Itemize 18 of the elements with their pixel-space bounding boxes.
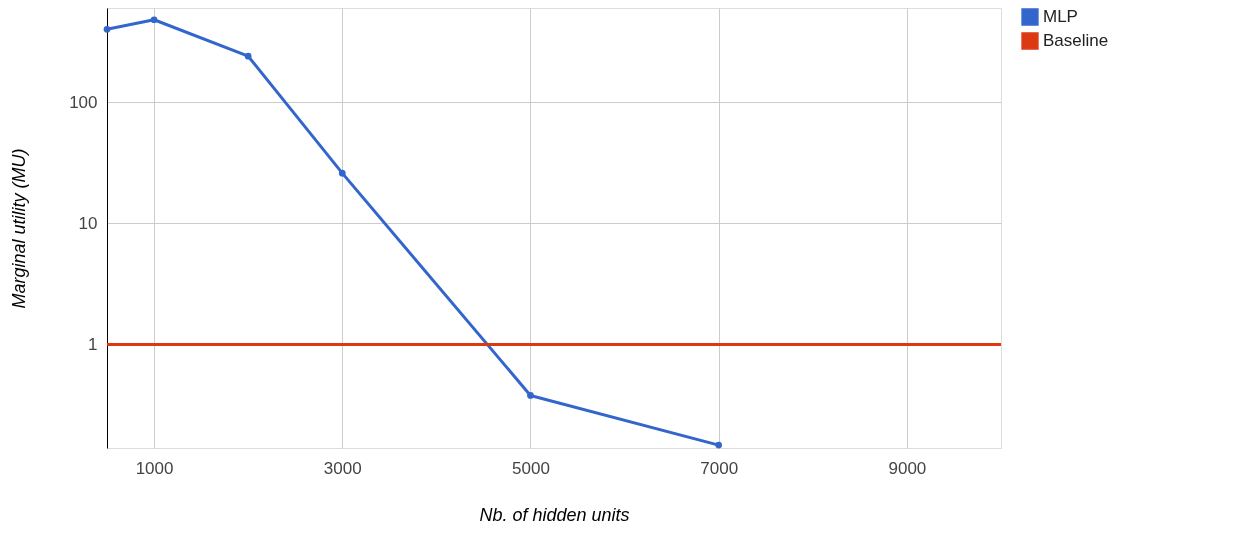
x-tick-label: 9000 (888, 458, 927, 478)
x-tick-label: 5000 (512, 458, 550, 478)
point (244, 52, 252, 60)
y-tick-label: 1 (88, 335, 98, 355)
legend-label: Baseline (1043, 31, 1109, 50)
x-tick-label: 7000 (700, 458, 739, 478)
x-axis-title: Nb. of hidden units (479, 504, 630, 525)
legend-label: MLP (1043, 7, 1078, 26)
point (338, 169, 346, 177)
y-axis-title: Marginal utility (MU) (9, 148, 30, 309)
y-tick-label: 100 (69, 92, 98, 112)
x-tick-label: 3000 (323, 458, 362, 478)
y-tick-label: 10 (78, 213, 98, 233)
point (715, 441, 723, 449)
point (150, 16, 158, 24)
x-tick-label: 1000 (135, 458, 174, 478)
point (103, 25, 111, 33)
point (527, 392, 534, 399)
